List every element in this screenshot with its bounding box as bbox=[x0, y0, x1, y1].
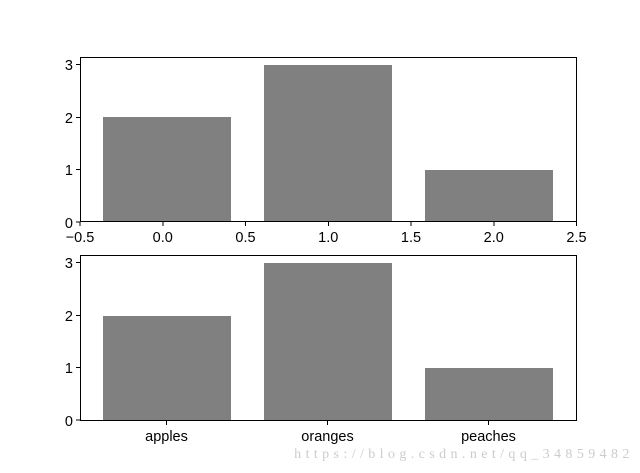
svg-text:1: 1 bbox=[65, 163, 73, 179]
svg-text:3: 3 bbox=[65, 256, 73, 272]
svg-text:2: 2 bbox=[65, 309, 73, 325]
svg-text:0.0: 0.0 bbox=[153, 230, 173, 246]
svg-text:apples: apples bbox=[145, 429, 188, 445]
svg-text:−0.5: −0.5 bbox=[66, 230, 95, 246]
svg-text:2.5: 2.5 bbox=[566, 230, 586, 246]
svg-text:1.0: 1.0 bbox=[318, 230, 338, 246]
svg-text:oranges: oranges bbox=[301, 429, 353, 445]
svg-text:peaches: peaches bbox=[461, 429, 516, 445]
svg-text:0.5: 0.5 bbox=[235, 230, 255, 246]
svg-text:3: 3 bbox=[65, 58, 73, 74]
svg-text:2.0: 2.0 bbox=[484, 230, 504, 246]
svg-text:2: 2 bbox=[65, 111, 73, 127]
svg-text:1.5: 1.5 bbox=[401, 230, 421, 246]
svg-text:https://blog.csdn.net/qq_34859: https://blog.csdn.net/qq_34859482 bbox=[294, 447, 634, 462]
svg-text:0: 0 bbox=[65, 414, 73, 430]
svg-text:1: 1 bbox=[65, 361, 73, 377]
